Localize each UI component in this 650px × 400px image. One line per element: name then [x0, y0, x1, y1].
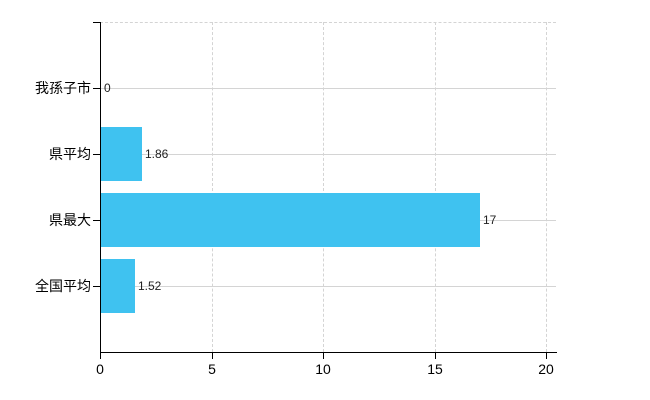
y-tick — [93, 286, 100, 287]
category-label: 県最大 — [49, 212, 91, 228]
x-tick-label: 20 — [538, 361, 554, 377]
y-tick — [93, 88, 100, 89]
vertical-gridline — [546, 22, 547, 352]
category-label: 我孫子市 — [35, 80, 91, 96]
x-tick — [546, 352, 547, 359]
vertical-gridline — [435, 22, 436, 352]
y-axis-end-tick — [93, 22, 100, 23]
vertical-gridline — [323, 22, 324, 352]
category-label: 全国平均 — [35, 278, 91, 294]
x-tick — [435, 352, 436, 359]
value-label: 0 — [104, 81, 111, 95]
x-tick — [323, 352, 324, 359]
x-tick-label: 0 — [96, 361, 104, 377]
bar — [101, 259, 135, 313]
y-axis-line — [100, 22, 101, 352]
x-tick-label: 10 — [315, 361, 331, 377]
value-label: 17 — [483, 213, 497, 227]
plot-top-border — [100, 22, 556, 23]
category-label: 県平均 — [49, 146, 91, 162]
x-tick — [100, 352, 101, 359]
category-gridline — [101, 154, 556, 155]
y-tick — [93, 220, 100, 221]
x-tick-label: 5 — [208, 361, 216, 377]
bar — [101, 127, 142, 181]
category-gridline — [101, 88, 556, 89]
x-tick-label: 15 — [427, 361, 443, 377]
value-label: 1.52 — [138, 279, 162, 293]
x-axis-line — [100, 352, 557, 353]
x-tick — [212, 352, 213, 359]
category-gridline — [101, 286, 556, 287]
y-tick — [93, 154, 100, 155]
bar — [101, 193, 480, 247]
vertical-gridline — [212, 22, 213, 352]
value-label: 1.86 — [145, 147, 169, 161]
